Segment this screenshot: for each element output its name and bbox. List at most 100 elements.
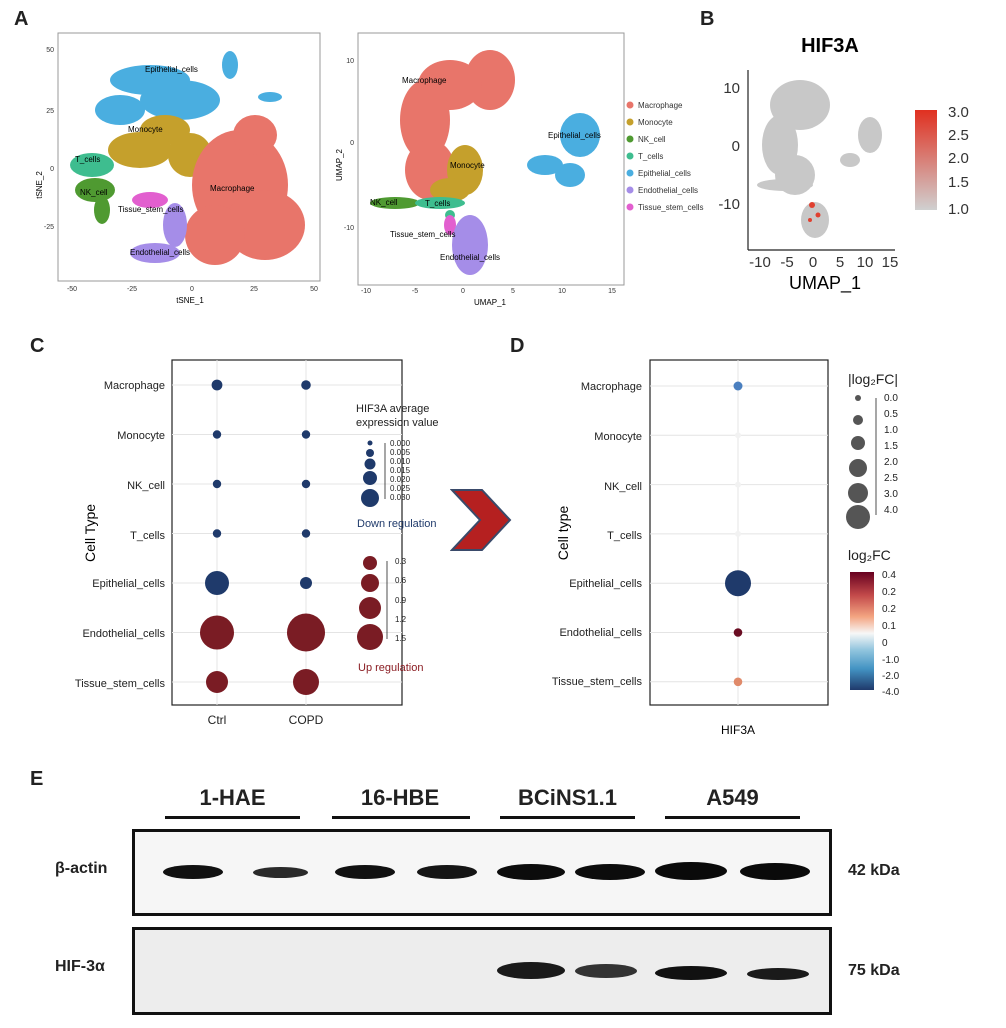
svg-text:-5: -5 <box>780 254 793 271</box>
dot-ctrl-endothelial_cells <box>200 615 234 650</box>
umap-x-ticks: -10 -5 0 5 10 15 <box>361 288 616 295</box>
svg-text:0.1: 0.1 <box>882 621 896 632</box>
umap-label-macrophage: Macrophage <box>402 76 447 85</box>
kda-label-beta-actin: 42 kDa <box>848 862 900 879</box>
svg-text:0: 0 <box>809 254 817 271</box>
panel-label-d: D <box>510 335 525 357</box>
svg-text:Monocyte: Monocyte <box>117 430 165 442</box>
hif3a-featureplot: HIF3A 10 0 -10 -10 -5 0 5 10 15 UMAP_1 3… <box>718 35 969 294</box>
dot-hif3a-epithelial_cells <box>725 570 751 597</box>
row-label-beta-actin: β-actin <box>55 860 108 877</box>
panel-d-xlabel: HIF3A <box>721 723 755 737</box>
svg-text:-25: -25 <box>44 224 54 231</box>
svg-text:2.0: 2.0 <box>948 150 969 167</box>
umap-xlabel: UMAP_1 <box>474 298 507 307</box>
umap-plot: Macrophage Monocyte Epithelial_cells NK_… <box>335 32 704 307</box>
svg-text:T_cells: T_cells <box>607 530 642 542</box>
umap-label-monocyte: Monocyte <box>450 161 485 170</box>
dot-ctrl-epithelial_cells <box>205 571 229 595</box>
panel-b-y-ticks: 10 0 -10 <box>718 80 740 213</box>
svg-text:-10: -10 <box>344 225 354 232</box>
group-label-1hae: 1-HAE <box>199 785 266 810</box>
tsne-ylabel: tSNE_2 <box>35 171 44 199</box>
svg-text:10: 10 <box>346 58 354 65</box>
dot-copd-endothelial_cells <box>287 613 325 652</box>
svg-text:0.010: 0.010 <box>390 457 411 466</box>
band <box>575 964 637 978</box>
panel-c-dotplot: Macrophage Monocyte NK_cell T_cells Epit… <box>75 359 403 727</box>
svg-text:3.0: 3.0 <box>948 104 969 121</box>
dot-copd-tissue_stem_cells <box>293 669 319 695</box>
svg-text:NK_cell: NK_cell <box>604 481 642 493</box>
tsne-xlabel: tSNE_1 <box>176 296 204 305</box>
svg-text:5: 5 <box>836 254 844 271</box>
panel-label-c: C <box>30 335 45 357</box>
panel-c-y-labels: Macrophage Monocyte NK_cell T_cells Epit… <box>75 380 166 690</box>
row-label-hif3a: HIF-3α <box>55 958 105 975</box>
dot-ctrl-monocyte <box>212 430 222 439</box>
dot-ctrl-tissue_stem_cells <box>206 671 228 693</box>
svg-text:Epithelial_cells: Epithelial_cells <box>569 578 642 590</box>
svg-text:T_cells: T_cells <box>130 530 165 542</box>
dot-hif3a-endothelial_cells <box>733 628 743 637</box>
svg-text:0: 0 <box>350 140 354 147</box>
svg-text:50: 50 <box>46 47 54 54</box>
panel-d-size-legend-title: |log₂FC| <box>848 371 899 387</box>
svg-text:Tissue_stem_cells: Tissue_stem_cells <box>75 678 166 690</box>
group-bar-a549 <box>665 816 800 819</box>
panel-b-xlabel: UMAP_1 <box>789 273 861 294</box>
panel-label-a: A <box>14 8 29 30</box>
svg-text:1.5: 1.5 <box>884 441 898 452</box>
panel-d-dots <box>725 381 751 687</box>
tsne-x-ticks: -50 -25 0 25 50 <box>67 286 318 293</box>
svg-text:15: 15 <box>608 288 616 295</box>
svg-text:2.5: 2.5 <box>948 127 969 144</box>
group-label-a549: A549 <box>706 785 759 810</box>
group-label-bcins: BCiNS1.1 <box>517 785 618 810</box>
svg-text:0: 0 <box>732 138 740 155</box>
umap-cell-clusters <box>370 50 600 275</box>
tsne-label-nkcell: NK_cell <box>80 188 108 197</box>
band <box>655 862 727 880</box>
panel-b-cells <box>757 80 882 238</box>
umap-label-nkcell: NK_cell <box>370 198 398 207</box>
svg-text:1.0: 1.0 <box>884 425 898 436</box>
svg-text:0.030: 0.030 <box>390 493 411 502</box>
tsne-label-tcells: T_cells <box>75 155 100 164</box>
svg-text:-10: -10 <box>718 196 740 213</box>
band <box>253 867 308 878</box>
dot-copd-monocyte <box>301 430 311 439</box>
svg-text:0.000: 0.000 <box>390 439 411 448</box>
group-bar-1hae <box>165 816 300 819</box>
svg-text:Macrophage: Macrophage <box>104 380 165 392</box>
svg-text:Macrophage: Macrophage <box>581 381 642 393</box>
svg-text:0.3: 0.3 <box>395 557 407 566</box>
svg-text:15: 15 <box>882 254 899 271</box>
svg-text:0.025: 0.025 <box>390 484 411 493</box>
dot-copd-macrophage <box>301 380 311 390</box>
band <box>575 864 645 880</box>
band <box>747 968 809 980</box>
dot-hif3a-tissue_stem_cells <box>733 677 743 687</box>
kda-label-hif3a: 75 kDa <box>848 962 900 979</box>
panel-d-ylabel: Cell type <box>555 506 571 561</box>
blot-beta-actin <box>132 829 832 916</box>
svg-text:Endothelial_cells: Endothelial_cells <box>638 186 698 195</box>
panel-d-y-labels: Macrophage Monocyte NK_cell T_cells Epit… <box>552 381 643 688</box>
svg-text:2.0: 2.0 <box>884 457 898 468</box>
svg-text:0.020: 0.020 <box>390 475 411 484</box>
dot-ctrl-nk_cell <box>212 479 222 489</box>
dot-ctrl-t_cells <box>212 529 222 538</box>
group-label-16hbe: 16-HBE <box>360 785 440 810</box>
dot-hif3a-monocyte <box>735 432 741 439</box>
svg-text:3.0: 3.0 <box>884 489 898 500</box>
svg-text:0.0: 0.0 <box>884 393 898 404</box>
band <box>655 966 727 980</box>
panel-c-dots <box>200 379 325 695</box>
group-bar-16hbe <box>332 816 470 819</box>
band <box>335 865 395 879</box>
svg-text:0.015: 0.015 <box>390 466 411 475</box>
tsne-cell-clusters <box>70 51 305 265</box>
panel-label-e: E <box>30 768 44 790</box>
tsne-y-ticks: 50 25 0 -25 <box>44 47 54 231</box>
